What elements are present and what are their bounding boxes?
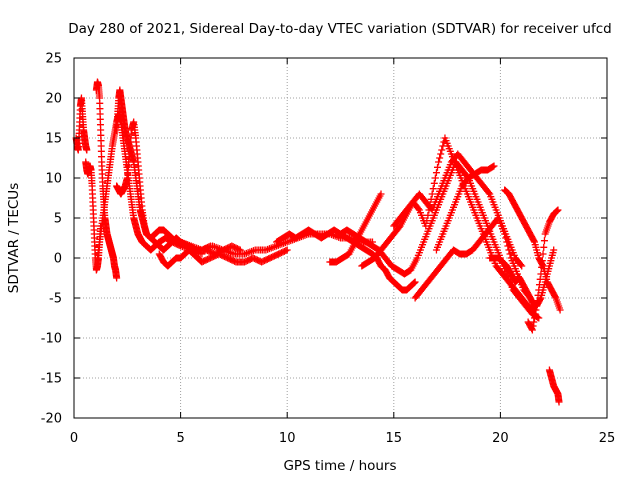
series-arc-11 [326,190,385,266]
data-point [535,286,543,294]
series-arc-7 [155,246,291,270]
y-tick-label: 20 [45,92,62,107]
series-arc-13 [390,134,539,314]
data-point [283,246,291,254]
data-point [414,205,422,213]
data-point [556,306,564,314]
data-point [535,281,543,289]
data-points [72,78,564,406]
series-arc-19 [545,366,563,406]
data-point [113,274,121,282]
data-point [554,206,562,214]
chart-title: Day 280 of 2021, Sidereal Day-to-day VTE… [68,21,611,37]
y-axis-label: SDTVAR / TECUs [6,183,22,293]
data-point [423,217,431,225]
x-tick-label: 0 [70,431,78,446]
axis-ticks: 0 5 10 15 20 25 -20 -15 -10 -5 0 5 10 15 20 25 [41,52,616,447]
data-point [551,293,559,301]
data-point [437,150,445,158]
data-point [504,242,512,250]
data-point [422,222,430,230]
x-tick-label: 5 [176,431,184,446]
y-tick-label: 0 [54,252,62,267]
data-point [434,163,442,171]
data-point [506,250,514,258]
data-point [502,234,510,242]
data-point [431,174,439,182]
data-point [485,189,493,197]
y-tick-label: 15 [45,132,62,147]
data-point [489,163,497,171]
y-tick-label: -5 [49,292,62,307]
y-tick-label: 10 [45,172,62,187]
data-point [503,238,511,246]
data-point [501,230,509,238]
data-point [531,310,539,318]
data-point [505,246,513,254]
data-point [553,207,561,215]
data-point [424,211,432,219]
x-axis-label: GPS time / hours [283,458,396,474]
data-point [518,262,526,270]
data-point [533,297,541,305]
y-tick-label: 25 [45,52,62,67]
data-point [490,162,498,170]
data-point [438,146,446,154]
data-point [537,270,545,278]
data-point [555,398,563,406]
data-point [530,318,538,326]
series-arc-1 [72,94,91,154]
data-point [428,190,436,198]
data-point [432,169,440,177]
data-point [435,158,443,166]
data-point [540,243,548,251]
y-tick-label: -10 [41,332,62,347]
data-point [529,322,537,330]
data-point [531,314,539,322]
series-arc-15 [432,162,498,254]
data-point [538,263,546,271]
x-tick-label: 25 [599,431,616,446]
data-point [539,250,547,258]
y-tick-label: -20 [41,412,62,427]
series-arc-18 [524,206,562,334]
data-point [436,154,444,162]
data-point [411,278,419,286]
data-point [538,257,546,265]
data-point [427,195,435,203]
data-point [533,302,541,310]
data-point [540,237,548,245]
data-point [83,146,91,154]
series-arc-14 [411,214,534,302]
data-point [550,246,558,254]
data-point [429,185,437,193]
x-tick-label: 15 [386,431,403,446]
data-point [517,261,525,269]
data-point [532,306,540,314]
data-point [236,246,244,254]
data-point [282,247,290,255]
y-tick-label: 5 [54,212,62,227]
series-arc-17 [501,186,564,314]
data-point [410,279,418,287]
data-point [410,279,418,287]
y-tick-label: -15 [41,372,62,387]
data-point [530,237,538,245]
data-point [430,179,438,187]
data-point [536,275,544,283]
x-tick-label: 20 [492,431,509,446]
x-tick-label: 10 [279,431,296,446]
data-point [528,326,536,334]
plot-frame [73,57,608,419]
data-point [425,206,433,214]
data-point [534,291,542,299]
data-point [377,190,385,198]
data-point [553,207,561,215]
data-point [426,201,434,209]
